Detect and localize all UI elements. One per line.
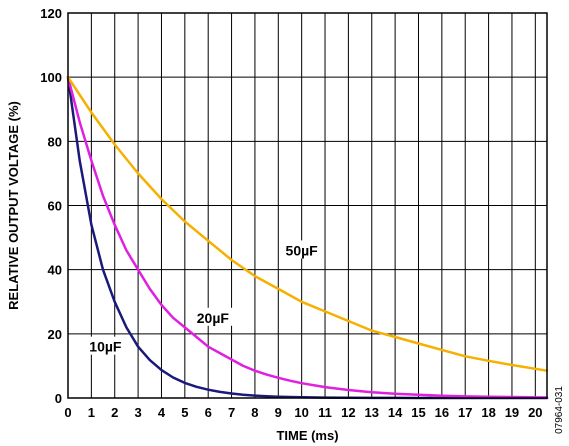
y-tick-label: 120 (40, 6, 62, 21)
plot-frame (67, 12, 548, 399)
series-line (66, 75, 549, 400)
figure-id: 07964-031 (554, 386, 565, 434)
series-layer (66, 75, 549, 400)
annotation-bg (83, 336, 128, 355)
annotation-bg (190, 307, 235, 326)
series-annotation: 10µF (89, 339, 122, 355)
series-line (66, 75, 549, 399)
x-tick-label: 13 (365, 405, 379, 420)
series-line (66, 75, 549, 372)
x-tick-label: 20 (528, 405, 542, 420)
x-tick-label: 11 (318, 405, 332, 420)
x-tick-label: 5 (181, 405, 188, 420)
x-tick-label: 7 (228, 405, 235, 420)
series-annotation: 50µF (286, 242, 319, 258)
x-tick-label: 12 (341, 405, 355, 420)
y-tick-label: 20 (48, 327, 62, 342)
x-tick-label: 17 (458, 405, 472, 420)
x-tick-label: 15 (411, 405, 425, 420)
x-tick-label: 2 (111, 405, 118, 420)
series-annotation: 20µF (197, 310, 230, 326)
x-axis-title: TIME (ms) (276, 428, 338, 443)
x-tick-label: 10 (294, 405, 308, 420)
annotation-bg (279, 240, 324, 259)
x-tick-label: 19 (505, 405, 519, 420)
y-axis-title: RELATIVE OUTPUT VOLTAGE (%) (6, 101, 21, 310)
x-tick-label: 18 (481, 405, 495, 420)
y-tick-label: 60 (48, 199, 62, 214)
x-tick-label: 4 (158, 405, 166, 420)
y-tick-label: 100 (40, 70, 62, 85)
x-tick-labels: 0 1 2 3 4 5 6 7 8 9 10 11 12 13 14 15 16 17 18 19 20 (64, 405, 542, 420)
y-tick-label: 80 (48, 134, 62, 149)
x-tick-label: 16 (435, 405, 449, 420)
x-tick-label: 9 (275, 405, 282, 420)
x-tick-label: 3 (134, 405, 141, 420)
x-tick-label: 0 (64, 405, 71, 420)
y-tick-label: 0 (55, 391, 62, 406)
annotation-layer: 50µF 20µF 10µF (83, 240, 324, 355)
y-tick-label: 40 (48, 263, 62, 278)
x-tick-label: 6 (205, 405, 212, 420)
y-tick-labels: 0 20 40 60 80 100 120 (40, 6, 62, 406)
x-tick-label: 1 (88, 405, 95, 420)
grid-layer (68, 13, 547, 398)
x-tick-label: 14 (388, 405, 403, 420)
x-tick-label: 8 (251, 405, 258, 420)
